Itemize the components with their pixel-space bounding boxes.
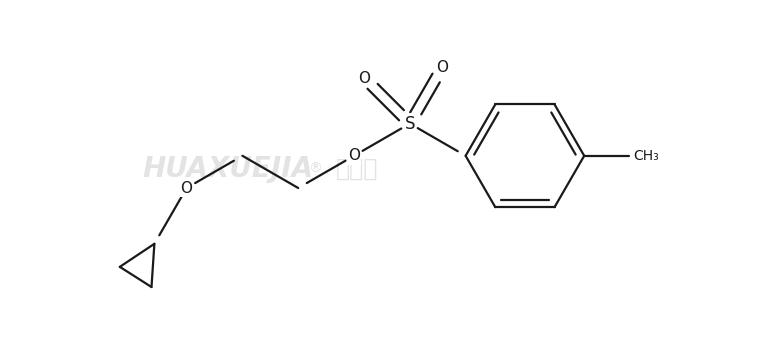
Text: O: O xyxy=(436,60,448,75)
Text: ®: ® xyxy=(308,162,322,176)
Text: 化学加: 化学加 xyxy=(335,157,378,181)
Text: S: S xyxy=(405,114,415,133)
Text: HUAXUEJIA: HUAXUEJIA xyxy=(143,155,313,183)
Text: O: O xyxy=(348,148,360,163)
Text: CH₃: CH₃ xyxy=(633,149,659,163)
Text: O: O xyxy=(181,180,193,196)
Text: O: O xyxy=(358,71,370,86)
